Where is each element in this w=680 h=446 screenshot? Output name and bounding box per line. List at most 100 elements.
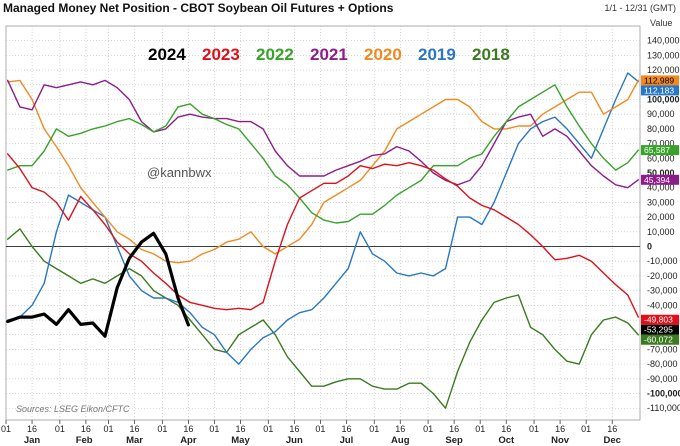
legend-entry-2020: 2020 [364,45,402,64]
x-tick-label: 01 [55,424,65,434]
x-tick-label: 01 [157,424,167,434]
x-tick-label: 16 [81,424,91,434]
y-tick-label: 90,000 [647,109,675,119]
legend-entry-2019: 2019 [418,45,456,64]
y-axis-label: Value [650,18,672,28]
end-tag-bg-2022 [641,145,679,156]
x-tick-label: 16 [607,424,617,434]
legend: 2024 2023 2022 2021 2020 2019 2018 [148,45,510,64]
y-tick-label: 0 [647,242,652,252]
y-tick-label: -30,000 [647,286,678,296]
series-lines [6,72,639,409]
x-tick-label: 01 [423,424,433,434]
x-month-label: Oct [498,435,515,446]
x-month-label: Dec [603,435,620,446]
end-tag-label-2018: -60,072 [644,335,673,345]
y-tick-label: -70,000 [647,344,678,354]
series-line-2023 [7,153,639,318]
date-range: 1/1 - 12/31 (GMT) [604,3,676,13]
grid-lines [5,25,641,421]
x-tick-label: 16 [449,424,459,434]
y-tick-label: 130,000 [647,50,680,60]
end-tag-bg-2023 [641,314,679,325]
x-month-label: Nov [551,435,570,446]
end-tag-label-2023: -49,803 [644,315,673,325]
x-tick-label: 01 [1,424,11,434]
end-tag-bg-2020 [641,75,679,86]
x-month-label: Jul [340,435,354,446]
y-tick-label: -100,000 [647,389,680,399]
x-tick-label: 01 [103,424,113,434]
series-line-2020 [7,79,639,264]
x-month-label: Jun [286,435,303,446]
x-tick-label: 01 [263,424,273,434]
series-line-2022 [7,84,639,224]
y-tick-label: 140,000 [647,36,680,46]
y-tick-label: -80,000 [647,359,678,369]
y-tick-label: 70,000 [647,139,675,149]
end-tag-bg-2019 [641,85,679,96]
x-tick-label: 16 [183,424,193,434]
y-tick-label: 20,000 [647,212,675,222]
x-tick-label: 01 [581,424,591,434]
x-tick-label: 16 [130,424,140,434]
x-tick-label: 16 [501,424,511,434]
legend-entry-2024: 2024 [148,45,186,64]
x-tick-label: 16 [27,424,37,434]
end-tag-bg-2021 [641,174,679,185]
legend-entry-2018: 2018 [472,45,510,64]
x-axis: 01 16 01 16 01 16 01 16 01 16 01 16 01 16 01 16 01 16 01 16… [1,420,621,446]
x-month-label: May [231,435,250,446]
y-tick-label: 10,000 [647,227,675,237]
series-line-2019 [7,72,639,365]
x-month-label: Sep [445,435,463,446]
annotation-handle: @kannbwx [147,165,212,180]
end-tag-bg-2018 [641,334,679,345]
x-month-label: Feb [76,435,93,446]
x-tick-label: 01 [475,424,485,434]
end-tag-label-2024: -53,295 [644,325,673,335]
y-tick-label: -40,000 [647,300,678,310]
end-tag-label-2021: 45,394 [644,175,670,185]
x-month-label: Mar [126,435,143,446]
y-tick-label: 100,000 [647,95,680,105]
x-tick-label: 16 [555,424,565,434]
legend-entry-2023: 2023 [202,45,240,64]
y-tick-label: -110,000 [647,403,680,413]
x-tick-label: 01 [369,424,379,434]
x-month-label: Aug [391,435,410,446]
legend-entry-2022: 2022 [256,45,294,64]
end-tag-label-2020: 112,989 [644,75,674,85]
legend-entry-2021: 2021 [310,45,348,64]
series-line-2021 [7,79,639,189]
x-tick-label: 01 [315,424,325,434]
series-line-2024 [6,231,190,338]
y-tick-label: 80,000 [647,124,675,134]
x-tick-label: 16 [341,424,351,434]
y-tick-label: 60,000 [647,153,675,163]
y-tick-label: 120,000 [647,65,680,75]
y-tick-label: 50,000 [647,168,675,178]
end-tag-bg-2024 [641,324,679,335]
x-tick-label: 01 [529,424,539,434]
plot-frame [5,25,641,421]
x-tick-label: 16 [235,424,245,434]
x-month-label: Apr [180,435,197,446]
end-tag-label-2019: 112,183 [644,85,674,95]
end-tag-label-2022: 65,587 [644,145,670,155]
y-tick-label: -20,000 [647,271,678,281]
x-tick-label: 16 [289,424,299,434]
source-note: Sources: LSEG Eikon/CFTC [16,404,130,414]
chart-title: Managed Money Net Position - CBOT Soybea… [3,1,394,15]
y-tick-label: 30,000 [647,197,675,207]
x-month-label: Jan [24,435,41,446]
x-tick-label: 16 [395,424,405,434]
y-tick-label: 40,000 [647,183,675,193]
x-tick-label: 01 [209,424,219,434]
series-line-2018 [7,228,639,409]
y-tick-label: -10,000 [647,256,678,266]
y-tick-label: -90,000 [647,374,678,384]
